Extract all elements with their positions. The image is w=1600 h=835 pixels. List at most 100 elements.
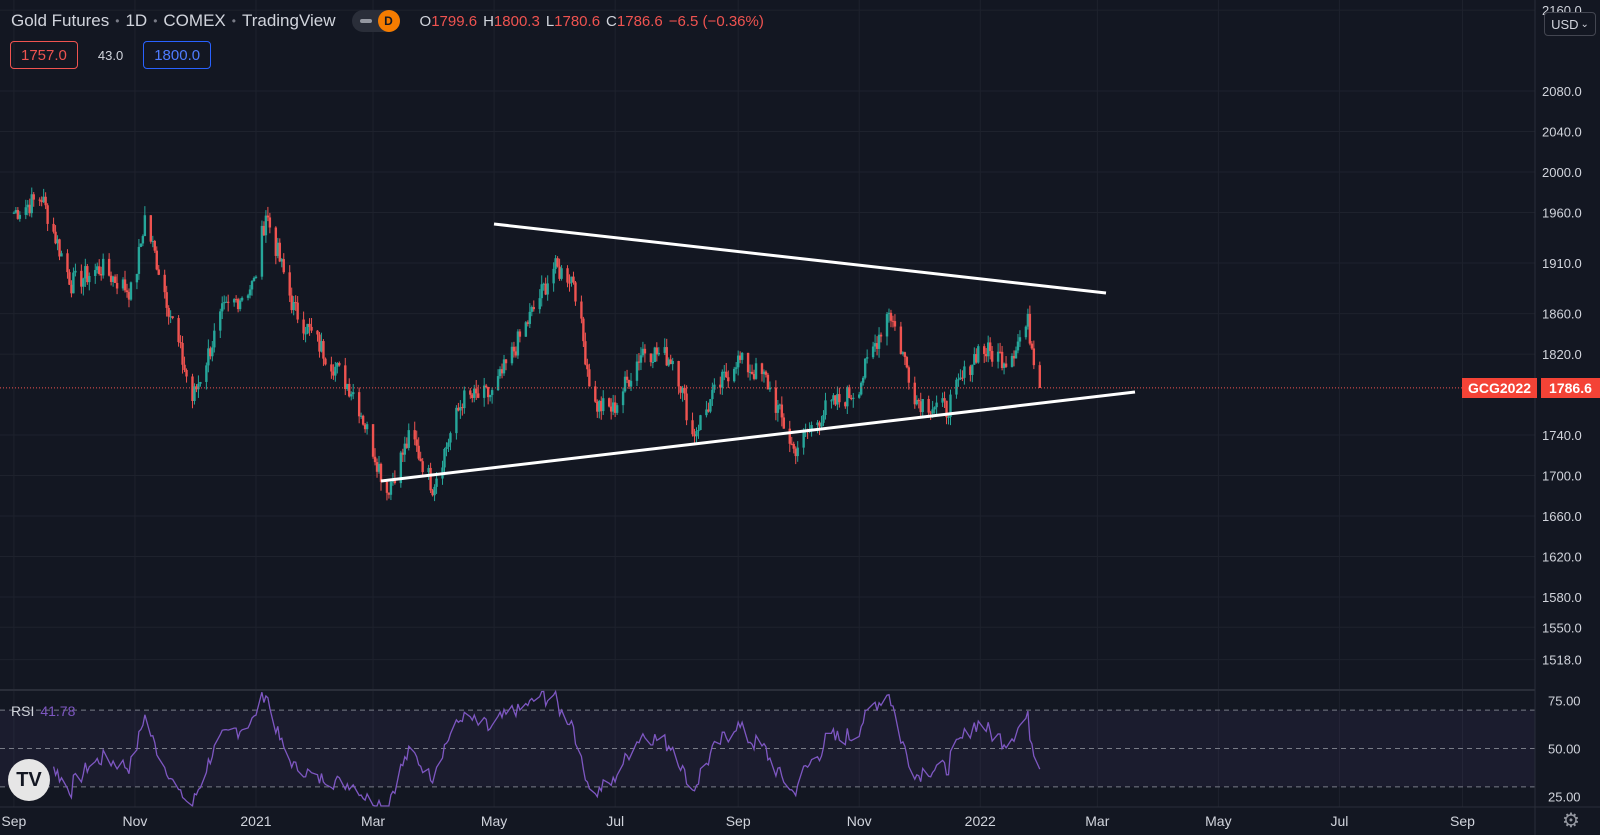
candle-body bbox=[377, 463, 381, 472]
candle-body bbox=[135, 273, 139, 283]
time-tick-label: Sep bbox=[726, 813, 751, 829]
candle-body bbox=[262, 225, 266, 236]
market-status-toggle[interactable]: D bbox=[351, 10, 400, 32]
candle-body bbox=[417, 445, 420, 459]
logo-text: TV bbox=[16, 768, 42, 791]
candle-body bbox=[371, 424, 375, 457]
candle-body bbox=[234, 299, 238, 301]
candle-body bbox=[629, 380, 633, 387]
candle-body bbox=[195, 386, 198, 390]
candle-body bbox=[1000, 351, 1004, 368]
candle-body bbox=[459, 407, 462, 411]
candle-body bbox=[68, 272, 71, 285]
candle-body bbox=[683, 387, 686, 394]
last-price-label: GCG2022 1786.6 bbox=[1462, 377, 1600, 398]
candle-body bbox=[961, 377, 964, 379]
candle-body bbox=[58, 239, 61, 257]
price-axis[interactable]: 2160.02080.02040.02000.01960.01910.01860… bbox=[1542, 3, 1582, 668]
candle-body bbox=[16, 210, 20, 219]
ohlc-values: O1799.6 H1800.3 L1780.6 C1786.6 −6.5 (−0… bbox=[420, 13, 764, 30]
candle-body bbox=[1028, 313, 1032, 344]
rsi-value: 41.78 bbox=[40, 703, 76, 719]
quote-boxes: 1757.0 43.0 1800.0 bbox=[10, 41, 212, 69]
candle-body bbox=[155, 250, 158, 270]
candle-body bbox=[266, 215, 270, 218]
candle-body bbox=[792, 443, 795, 449]
candle-body bbox=[738, 355, 742, 360]
candle-body bbox=[796, 447, 799, 457]
candle-body bbox=[651, 362, 655, 364]
candle-body bbox=[389, 481, 393, 495]
candle-body bbox=[582, 318, 585, 342]
high-key: H bbox=[483, 12, 494, 30]
candle-body bbox=[832, 395, 835, 401]
candle-body bbox=[540, 284, 543, 299]
upper-trendline[interactable] bbox=[493, 222, 1107, 295]
candle-body bbox=[611, 402, 615, 412]
time-tick-label: May bbox=[1205, 813, 1231, 829]
gear-icon[interactable]: ⚙ bbox=[1562, 810, 1580, 832]
candle-body bbox=[818, 422, 821, 427]
candle-body bbox=[988, 342, 992, 351]
candle-body bbox=[667, 359, 670, 366]
candle-body bbox=[486, 387, 490, 398]
candle-body bbox=[143, 215, 147, 237]
candle-body bbox=[205, 365, 208, 382]
rsi-axis[interactable]: 75.00 50.00 25.00 bbox=[1548, 694, 1581, 805]
candle-body bbox=[365, 424, 369, 430]
candle-body bbox=[514, 351, 518, 356]
candle-body bbox=[276, 242, 280, 256]
candle-body bbox=[816, 422, 819, 426]
candle-body bbox=[40, 200, 43, 203]
candle-body bbox=[588, 369, 591, 387]
candle-body bbox=[542, 283, 545, 285]
candle-body bbox=[308, 323, 311, 327]
time-tick-label: Jul bbox=[1330, 813, 1348, 829]
candle-body bbox=[373, 456, 377, 463]
candle-body bbox=[330, 364, 333, 372]
candle-body bbox=[766, 374, 770, 390]
candle-body bbox=[413, 430, 416, 440]
candle-body bbox=[736, 355, 740, 368]
tradingview-logo-icon[interactable]: TV bbox=[8, 759, 50, 801]
price-tick-label: 1660.0 bbox=[1542, 509, 1582, 524]
candle-body bbox=[848, 387, 851, 399]
pane-separator[interactable] bbox=[0, 689, 1535, 691]
candle-body bbox=[141, 236, 145, 244]
candle-body bbox=[986, 342, 990, 357]
open-value: 1799.6 bbox=[431, 12, 478, 30]
candle-body bbox=[433, 486, 436, 496]
candle-body bbox=[623, 376, 627, 392]
candle-body bbox=[1016, 341, 1020, 351]
candle-body bbox=[528, 311, 532, 324]
candle-body bbox=[84, 266, 87, 279]
candle-body bbox=[905, 357, 909, 368]
candle-body bbox=[885, 314, 889, 337]
candle-body bbox=[929, 412, 932, 414]
candle-body bbox=[1010, 355, 1014, 367]
candle-body bbox=[125, 290, 129, 293]
price-tick-label: 1860.0 bbox=[1542, 307, 1582, 322]
candle-body bbox=[558, 266, 561, 279]
time-axis[interactable]: Sep Nov 2021 Mar May Jul Sep Nov 2022 Mar May Jul Se… bbox=[1, 813, 1475, 829]
symbol-name[interactable]: Gold Futures bbox=[11, 11, 110, 30]
ask-price-button[interactable]: 1800.0 bbox=[143, 41, 212, 69]
candle-body bbox=[415, 439, 418, 446]
interval-label[interactable]: 1D bbox=[125, 11, 148, 30]
candle-body bbox=[278, 242, 281, 262]
candle-body bbox=[552, 268, 555, 284]
lower-trendline[interactable] bbox=[380, 390, 1136, 483]
candle-body bbox=[975, 354, 978, 363]
rsi-name[interactable]: RSI bbox=[11, 703, 35, 719]
price-tick-label: 1550.0 bbox=[1542, 620, 1582, 635]
candle-body bbox=[838, 394, 841, 403]
candle-body bbox=[316, 330, 319, 335]
candle-body bbox=[580, 301, 583, 319]
currency-selector[interactable]: USD ⌄ bbox=[1544, 12, 1596, 36]
price-tick-label: 1700.0 bbox=[1542, 469, 1582, 484]
candle-body bbox=[1026, 313, 1030, 327]
bid-price-button[interactable]: 1757.0 bbox=[10, 41, 78, 69]
candle-body bbox=[475, 388, 478, 394]
candle-body bbox=[671, 360, 674, 365]
